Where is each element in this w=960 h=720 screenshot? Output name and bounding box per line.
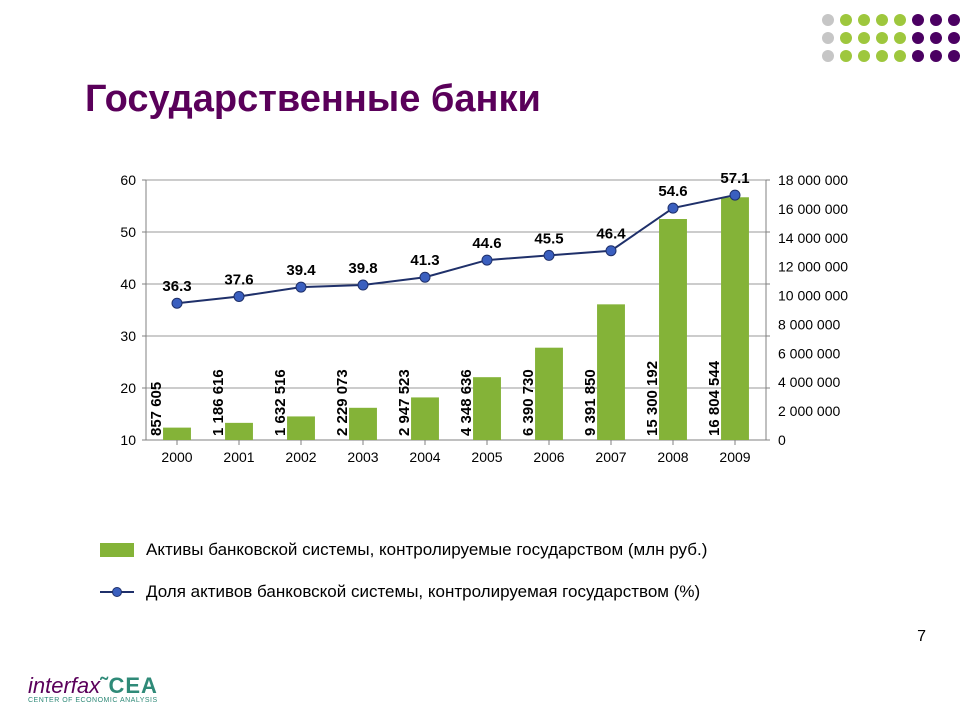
- logo-cea: CEA: [108, 673, 157, 698]
- accent-dots: [822, 14, 960, 68]
- page-number: 7: [917, 628, 926, 646]
- svg-text:9 391 850: 9 391 850: [582, 369, 599, 436]
- chart-svg: 10 20 30 40 50 60 0 2 000 000 4 000 000 6 000 000…: [90, 170, 870, 480]
- svg-text:20: 20: [120, 380, 136, 396]
- svg-text:12 000 000: 12 000 000: [778, 259, 848, 275]
- svg-text:2007: 2007: [595, 449, 626, 465]
- svg-text:18 000 000: 18 000 000: [778, 172, 848, 188]
- svg-text:2000: 2000: [161, 449, 192, 465]
- svg-text:54.6: 54.6: [658, 183, 687, 200]
- svg-text:2006: 2006: [533, 449, 564, 465]
- svg-text:39.8: 39.8: [348, 260, 377, 277]
- svg-text:4 000 000: 4 000 000: [778, 374, 840, 390]
- legend-swatch-line: [100, 585, 134, 599]
- svg-text:2 947 523: 2 947 523: [396, 369, 413, 436]
- legend-marker-icon: [112, 587, 122, 597]
- svg-text:857 605: 857 605: [148, 382, 165, 436]
- svg-text:10 000 000: 10 000 000: [778, 288, 848, 304]
- legend-swatch-bar: [100, 543, 134, 557]
- legend-item-bar: Активы банковской системы, контролируемы…: [100, 540, 707, 560]
- svg-text:16 000 000: 16 000 000: [778, 201, 848, 217]
- svg-text:60: 60: [120, 172, 136, 188]
- svg-text:2009: 2009: [719, 449, 750, 465]
- svg-text:44.6: 44.6: [472, 235, 501, 252]
- svg-text:41.3: 41.3: [410, 252, 439, 269]
- svg-text:46.4: 46.4: [596, 226, 626, 243]
- svg-text:2002: 2002: [285, 449, 316, 465]
- chart: 10 20 30 40 50 60 0 2 000 000 4 000 000 6 000 000…: [90, 170, 870, 480]
- logo-interfax: interfax: [28, 673, 100, 698]
- logo-subtitle: CENTER OF ECONOMIC ANALYSIS: [28, 697, 158, 704]
- legend: Активы банковской системы, контролируемы…: [100, 540, 707, 624]
- svg-text:6 000 000: 6 000 000: [778, 345, 840, 361]
- svg-text:4 348 636: 4 348 636: [458, 369, 475, 436]
- svg-text:50: 50: [120, 224, 136, 240]
- svg-text:2 229 073: 2 229 073: [334, 369, 351, 436]
- logo: interfax˜CEA CENTER OF ECONOMIC ANALYSIS: [28, 673, 158, 704]
- svg-text:10: 10: [120, 432, 136, 448]
- svg-text:36.3: 36.3: [162, 278, 191, 295]
- svg-text:2008: 2008: [657, 449, 688, 465]
- page-title: Государственные банки: [85, 78, 541, 121]
- legend-item-line: Доля активов банковской системы, контрол…: [100, 582, 707, 602]
- svg-text:16 804 544: 16 804 544: [706, 360, 723, 436]
- svg-text:45.5: 45.5: [534, 230, 563, 247]
- svg-text:6 390 730: 6 390 730: [520, 369, 537, 436]
- legend-label-bar: Активы банковской системы, контролируемы…: [146, 540, 707, 560]
- svg-text:2 000 000: 2 000 000: [778, 403, 840, 419]
- svg-text:40: 40: [120, 276, 136, 292]
- svg-text:14 000 000: 14 000 000: [778, 230, 848, 246]
- svg-text:2004: 2004: [409, 449, 440, 465]
- svg-text:2003: 2003: [347, 449, 378, 465]
- svg-text:2001: 2001: [223, 449, 254, 465]
- svg-text:15 300 192: 15 300 192: [644, 361, 661, 436]
- svg-text:30: 30: [120, 328, 136, 344]
- legend-label-line: Доля активов банковской системы, контрол…: [146, 582, 700, 602]
- svg-text:8 000 000: 8 000 000: [778, 316, 840, 332]
- svg-text:37.6: 37.6: [224, 271, 253, 288]
- svg-text:0: 0: [778, 432, 786, 448]
- svg-text:1 632 516: 1 632 516: [272, 369, 289, 436]
- svg-text:57.1: 57.1: [720, 170, 749, 187]
- svg-text:39.4: 39.4: [286, 262, 316, 279]
- svg-text:2005: 2005: [471, 449, 502, 465]
- svg-text:1 186 616: 1 186 616: [210, 369, 227, 436]
